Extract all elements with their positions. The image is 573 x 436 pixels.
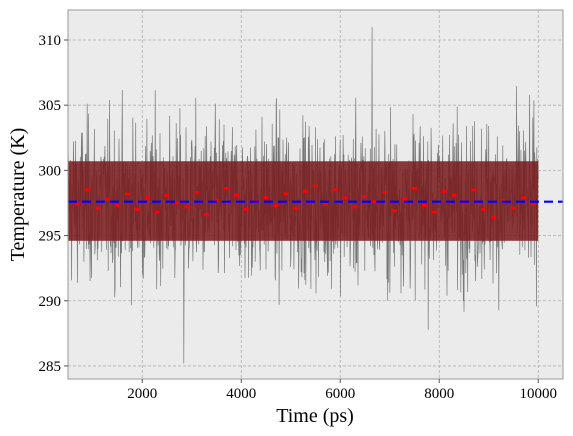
running-average-point (283, 192, 289, 196)
x-axis-label: Time (ps) (276, 405, 354, 427)
x-tick-label: 2000 (127, 386, 157, 402)
running-average-point (342, 196, 348, 200)
running-average-point (461, 201, 467, 205)
running-average-point (392, 209, 398, 213)
running-average-point (95, 206, 101, 210)
running-average-point (332, 188, 338, 192)
running-average-point (174, 201, 180, 205)
running-average-point (362, 194, 368, 198)
running-average-point (164, 193, 170, 197)
y-tick-label: 300 (39, 163, 62, 179)
running-average-point (115, 204, 120, 208)
y-tick-label: 290 (39, 294, 62, 310)
running-average-point (293, 206, 299, 210)
running-average-point (75, 202, 81, 206)
running-average-point (520, 196, 526, 200)
running-average-point (471, 188, 477, 192)
running-average-point (352, 205, 358, 209)
y-tick-label: 285 (39, 359, 62, 375)
running-average-point (223, 187, 229, 191)
x-tick-label: 8000 (424, 386, 454, 402)
running-average (75, 184, 536, 219)
running-average-point (313, 184, 318, 188)
running-average-point (303, 189, 309, 193)
running-average-point (85, 188, 91, 192)
running-average-point (511, 206, 516, 210)
running-average-point (372, 200, 378, 204)
running-average-point (154, 210, 160, 214)
y-tick-label: 305 (39, 98, 62, 114)
running-average-point (322, 202, 328, 206)
running-average-point (124, 192, 130, 196)
y-tick-label: 295 (39, 229, 62, 245)
y-axis: 285 290 295 300 305 310 (39, 33, 68, 375)
running-average-point (451, 193, 457, 197)
running-average-point (530, 202, 536, 206)
running-average-point (263, 196, 269, 200)
running-average-point (144, 196, 150, 200)
running-average-point (134, 207, 140, 211)
plot-frame (67, 9, 564, 380)
running-average-point (273, 204, 279, 208)
running-average-point (412, 187, 417, 191)
running-average-point (431, 210, 437, 214)
x-tick-label: 10000 (520, 386, 558, 402)
running-average-point (184, 205, 190, 209)
running-average-point (243, 207, 249, 211)
running-average-point (501, 198, 507, 202)
running-average-point (204, 213, 210, 217)
running-average-point (194, 191, 200, 195)
running-average-point (481, 207, 487, 211)
running-average-point (441, 189, 447, 193)
x-axis: 2000 4000 6000 8000 10000 (127, 379, 557, 402)
y-axis-label: Temperature (K) (7, 128, 29, 262)
y-tick-label: 310 (39, 33, 62, 49)
x-tick-label: 6000 (325, 386, 355, 402)
running-average-point (233, 193, 239, 197)
running-average-point (382, 191, 388, 195)
running-average-point (214, 198, 219, 202)
running-average-point (105, 197, 111, 201)
running-average-point (402, 197, 408, 201)
x-tick-label: 4000 (226, 386, 256, 402)
running-average-point (491, 215, 497, 219)
running-average-point (421, 204, 427, 208)
